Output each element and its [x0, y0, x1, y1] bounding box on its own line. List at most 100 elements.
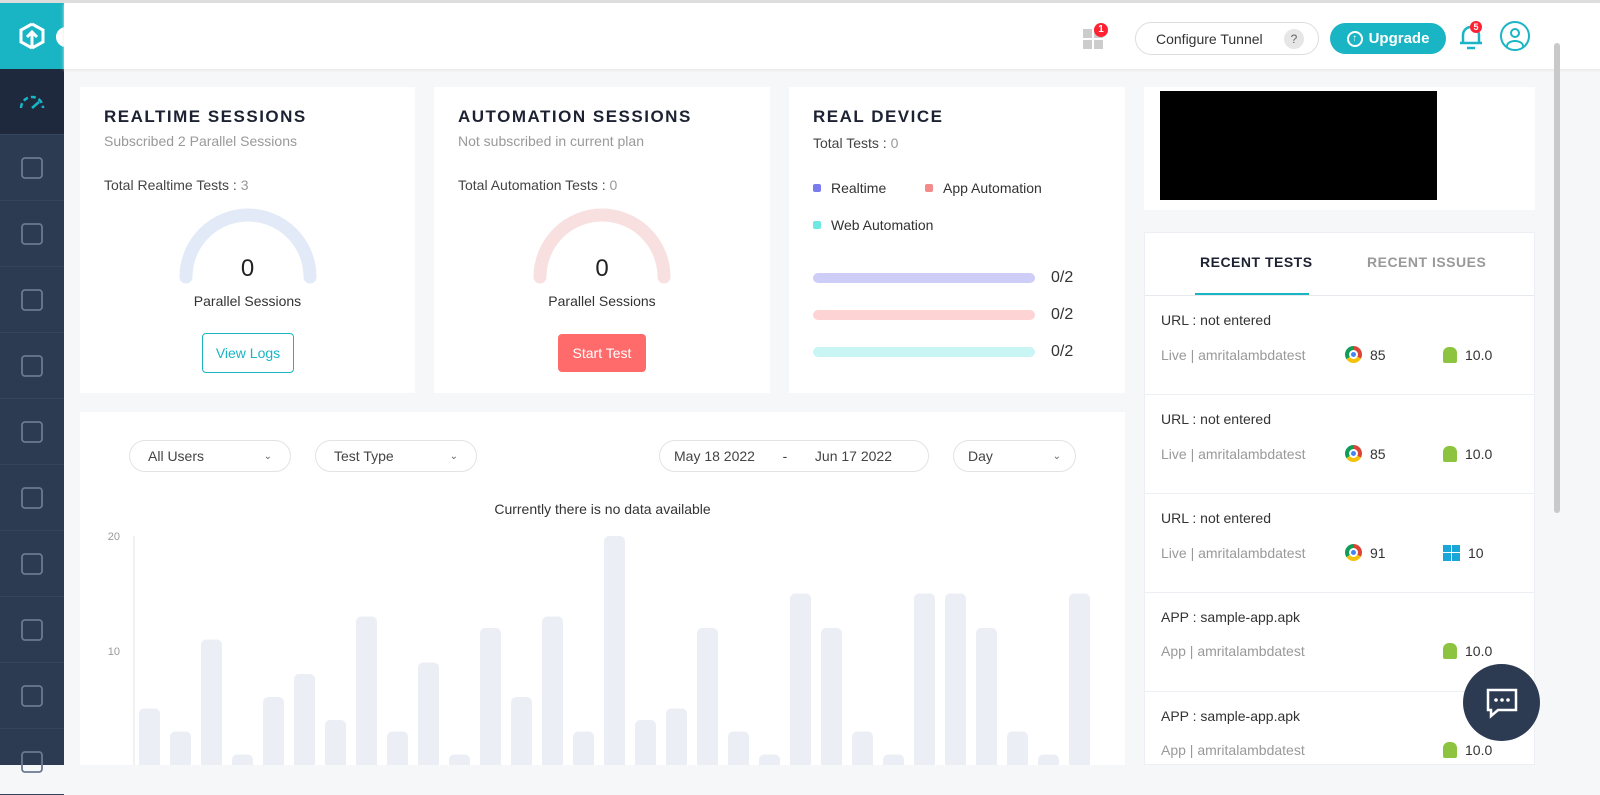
recent-test-item[interactable]: URL : not entered Live | amritalambdatest… — [1145, 296, 1534, 395]
real-device-card: REAL DEVICE Total Tests : 0 Realtime App … — [789, 87, 1125, 393]
users-dropdown-value: All Users — [148, 448, 205, 464]
chart-bar — [356, 616, 377, 765]
chrome-icon — [1345, 346, 1362, 363]
sidebar-item-realtime-device[interactable] — [0, 201, 64, 267]
gauge-label: Parallel Sessions — [548, 293, 656, 309]
chart-bar — [325, 720, 346, 765]
card-title: REAL DEVICE — [813, 107, 944, 126]
help-icon[interactable]: ? — [1284, 28, 1304, 49]
comparison-icon — [21, 684, 43, 707]
sidebar-item-automation-robot[interactable] — [0, 267, 64, 333]
banner-image[interactable] — [1160, 91, 1437, 200]
app-box-icon — [21, 552, 43, 575]
tab-recent-issues[interactable]: RECENT ISSUES — [1367, 254, 1487, 270]
legend-item: Web Automation — [813, 217, 933, 233]
chevron-down-icon: ⌄ — [449, 450, 458, 462]
chart-bar — [480, 628, 501, 765]
device-usage-bar: 0/2 — [813, 306, 1073, 324]
tab-active-underline — [1195, 293, 1309, 295]
parallel-sessions-gauge — [179, 208, 317, 284]
y-tick-label: 20 — [108, 531, 120, 543]
sidebar-item-folder[interactable] — [0, 729, 64, 795]
chart-bar — [945, 593, 966, 765]
usage-chart-card: All Users ⌄ Test Type ⌄ May 18 2022 - Jun … — [80, 412, 1125, 765]
test-meta: App | amritalambdatest — [1161, 742, 1305, 758]
automation-robot-icon — [21, 288, 43, 311]
apps-grid-icon[interactable]: 1 — [1083, 23, 1108, 49]
sidebar-item-dashboard[interactable] — [0, 69, 64, 135]
chart-bar — [697, 628, 718, 765]
chevron-down-icon: ⌄ — [263, 450, 272, 462]
upgrade-arrow-icon: ↑ — [1346, 30, 1363, 47]
sidebar-item-bug[interactable] — [0, 597, 64, 663]
screenshots-icon — [21, 420, 43, 443]
total-tests: Total Realtime Tests : 3 — [104, 177, 249, 193]
realtime-device-icon — [21, 222, 43, 245]
gauge-value: 0 — [240, 255, 255, 282]
chat-button[interactable] — [1463, 664, 1540, 741]
chart-bar — [790, 593, 811, 765]
chart-bar — [883, 754, 904, 765]
recent-panel: RECENT TESTS RECENT ISSUES URL : not ent… — [1144, 232, 1535, 765]
recent-test-item[interactable]: URL : not entered Live | amritalambdatest… — [1145, 395, 1534, 494]
view-logs-button[interactable]: View Logs — [202, 333, 294, 373]
chart-bar — [976, 628, 997, 765]
date-to: Jun 17 2022 — [814, 448, 892, 464]
chart-bar — [759, 754, 780, 765]
notifications-bell-icon[interactable]: 5 — [1458, 21, 1484, 51]
legend-swatch — [813, 221, 821, 229]
chart-bar — [542, 616, 563, 765]
realtime-sessions-card: REALTIME SESSIONS Subscribed 2 Parallel … — [80, 87, 415, 393]
automation-sessions-card: AUTOMATION SESSIONS Not subscribed in cu… — [434, 87, 770, 393]
sidebar-item-visual-ui[interactable] — [0, 465, 64, 531]
date-range-picker[interactable]: May 18 2022 - Jun 17 2022 — [659, 440, 929, 472]
visual-ui-icon — [21, 486, 43, 509]
banner-card — [1144, 87, 1535, 210]
chart-bar — [821, 628, 842, 765]
logo-icon — [19, 22, 45, 50]
chart-bar — [666, 708, 687, 765]
sidebar-item-comparison[interactable] — [0, 663, 64, 729]
start-test-button[interactable]: Start Test — [558, 334, 646, 372]
apps-badge: 1 — [1094, 23, 1108, 37]
legend-swatch — [925, 184, 933, 192]
user-avatar-icon[interactable] — [1500, 21, 1530, 51]
y-tick-label: 10 — [108, 646, 120, 658]
test-meta: Live | amritalambdatest — [1161, 544, 1306, 561]
chart-bar — [449, 754, 470, 765]
card-title: REALTIME SESSIONS — [104, 107, 307, 126]
upgrade-button[interactable]: ↑ Upgrade — [1330, 23, 1446, 54]
users-dropdown[interactable]: All Users ⌄ — [129, 440, 291, 472]
chart-bar — [604, 536, 625, 765]
chevron-down-icon: ⌄ — [1052, 450, 1061, 462]
chart-bar — [1007, 731, 1028, 765]
test-type-dropdown[interactable]: Test Type ⌄ — [315, 440, 477, 472]
granularity-dropdown[interactable]: Day ⌄ — [953, 440, 1076, 472]
recent-test-item[interactable]: URL : not entered Live | amritalambdatest… — [1145, 494, 1534, 593]
windows-icon — [1443, 544, 1460, 561]
sidebar-item-history[interactable] — [0, 135, 64, 201]
chart-bar — [914, 593, 935, 765]
legend-item: Realtime — [813, 180, 886, 196]
tab-recent-tests[interactable]: RECENT TESTS — [1200, 254, 1313, 270]
chart-bar — [511, 697, 532, 765]
test-title: URL : not entered — [1161, 411, 1271, 427]
configure-tunnel-button[interactable]: Configure Tunnel ? — [1135, 22, 1319, 55]
sidebar-item-app-box[interactable] — [0, 531, 64, 597]
page-scrollbar[interactable] — [1554, 43, 1560, 513]
logo[interactable]: › — [0, 3, 78, 69]
sidebar-item-lightning[interactable] — [0, 333, 64, 399]
chart-bar — [573, 731, 594, 765]
recent-test-item[interactable]: APP : sample-app.apk App | amritalambdate… — [1145, 593, 1534, 692]
android-icon — [1443, 643, 1457, 659]
device-usage-bar: 0/2 — [813, 269, 1073, 287]
recent-test-item[interactable]: APP : sample-app.apk App | amritalambdate… — [1145, 692, 1534, 764]
chrome-icon — [1345, 544, 1362, 561]
parallel-sessions-gauge — [533, 208, 671, 284]
sidebar-item-screenshots[interactable] — [0, 399, 64, 465]
bug-icon — [21, 618, 43, 641]
chat-icon — [1486, 688, 1517, 719]
card-title: AUTOMATION SESSIONS — [458, 107, 692, 126]
android-icon — [1443, 742, 1457, 758]
